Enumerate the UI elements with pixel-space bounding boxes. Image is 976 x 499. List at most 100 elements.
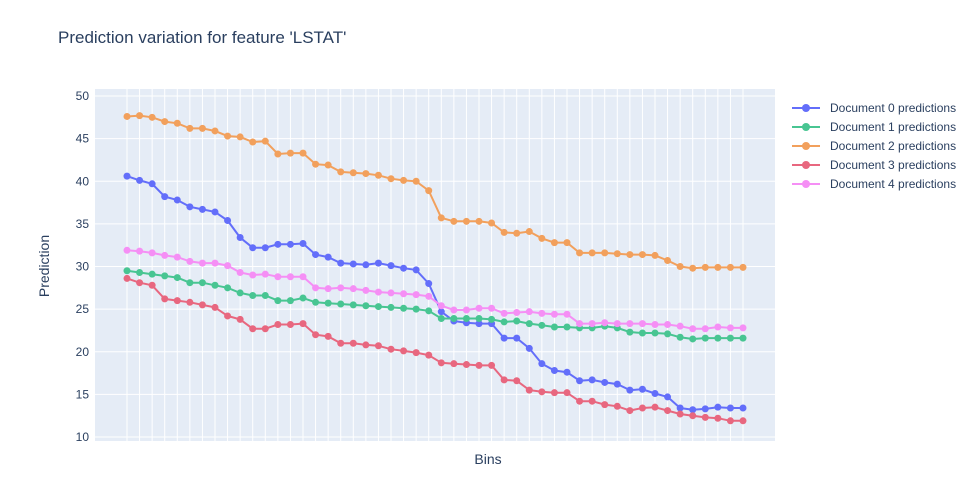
data-point-3 bbox=[261, 325, 269, 333]
data-point-0 bbox=[689, 406, 697, 414]
data-point-4 bbox=[601, 319, 609, 327]
data-point-1 bbox=[462, 315, 470, 323]
data-point-2 bbox=[299, 149, 307, 157]
legend-swatch bbox=[790, 122, 822, 132]
data-point-3 bbox=[601, 401, 609, 409]
data-point-4 bbox=[299, 273, 307, 281]
data-point-4 bbox=[249, 271, 257, 279]
data-point-4 bbox=[324, 285, 332, 293]
data-point-0 bbox=[475, 320, 483, 328]
data-point-1 bbox=[638, 329, 646, 337]
data-point-4 bbox=[362, 286, 370, 294]
data-point-1 bbox=[488, 315, 496, 323]
data-point-2 bbox=[412, 177, 420, 185]
data-point-0 bbox=[563, 368, 571, 376]
legend-item[interactable]: Document 2 predictions bbox=[790, 136, 956, 155]
y-tick-label: 35 bbox=[76, 217, 90, 231]
data-point-4 bbox=[186, 257, 194, 265]
legend-item[interactable]: Document 3 predictions bbox=[790, 155, 956, 174]
data-point-4 bbox=[613, 320, 621, 328]
data-point-1 bbox=[437, 315, 445, 323]
data-point-4 bbox=[425, 292, 433, 300]
data-point-4 bbox=[475, 304, 483, 312]
data-point-3 bbox=[198, 301, 206, 309]
data-point-2 bbox=[488, 219, 496, 227]
data-point-1 bbox=[563, 323, 571, 331]
data-point-0 bbox=[412, 266, 420, 274]
data-point-4 bbox=[437, 302, 445, 310]
data-point-2 bbox=[362, 170, 370, 178]
data-point-4 bbox=[224, 262, 232, 270]
data-point-2 bbox=[714, 263, 722, 271]
data-point-4 bbox=[676, 322, 684, 330]
data-point-2 bbox=[161, 118, 169, 126]
legend-item[interactable]: Document 4 predictions bbox=[790, 174, 956, 193]
data-point-4 bbox=[148, 249, 156, 257]
data-point-1 bbox=[450, 315, 458, 323]
data-point-0 bbox=[211, 208, 219, 216]
data-point-3 bbox=[613, 402, 621, 410]
data-point-1 bbox=[513, 317, 521, 325]
y-tick-label: 10 bbox=[76, 430, 90, 444]
data-point-4 bbox=[161, 251, 169, 259]
y-tick-label: 45 bbox=[76, 132, 90, 146]
data-point-4 bbox=[198, 259, 206, 267]
data-point-2 bbox=[286, 149, 294, 157]
legend-marker bbox=[802, 122, 810, 131]
data-point-2 bbox=[249, 138, 257, 146]
data-point-0 bbox=[538, 360, 546, 368]
data-point-2 bbox=[563, 239, 571, 247]
data-point-4 bbox=[726, 324, 734, 332]
data-point-0 bbox=[186, 203, 194, 211]
data-point-0 bbox=[349, 260, 357, 268]
data-point-1 bbox=[349, 301, 357, 309]
legend-marker bbox=[802, 103, 810, 112]
data-point-2 bbox=[726, 263, 734, 271]
data-point-0 bbox=[236, 234, 244, 242]
data-point-3 bbox=[161, 295, 169, 303]
data-point-1 bbox=[475, 315, 483, 323]
data-point-3 bbox=[739, 417, 747, 425]
data-point-1 bbox=[500, 318, 508, 326]
data-point-4 bbox=[337, 284, 345, 292]
data-point-2 bbox=[324, 161, 332, 169]
data-point-0 bbox=[362, 261, 370, 269]
data-point-0 bbox=[249, 244, 257, 252]
data-point-3 bbox=[299, 320, 307, 328]
data-point-1 bbox=[198, 279, 206, 287]
data-point-4 bbox=[400, 290, 408, 298]
legend-swatch bbox=[790, 141, 822, 151]
data-point-4 bbox=[387, 289, 395, 297]
data-point-1 bbox=[701, 334, 709, 342]
data-point-2 bbox=[224, 132, 232, 140]
data-point-1 bbox=[739, 334, 747, 342]
y-tick-label: 40 bbox=[76, 174, 90, 188]
legend-label: Document 1 predictions bbox=[830, 119, 957, 134]
data-point-1 bbox=[689, 335, 697, 343]
data-point-4 bbox=[638, 320, 646, 328]
data-point-2 bbox=[676, 263, 684, 270]
x-axis-title: Bins bbox=[474, 451, 502, 467]
y-tick-label: 25 bbox=[76, 302, 90, 316]
y-tick-label: 20 bbox=[76, 345, 90, 359]
data-point-2 bbox=[613, 250, 621, 258]
data-point-1 bbox=[387, 303, 395, 311]
data-point-3 bbox=[374, 342, 382, 350]
data-point-0 bbox=[161, 193, 169, 201]
data-point-3 bbox=[249, 325, 257, 333]
data-point-0 bbox=[601, 378, 609, 386]
data-point-1 bbox=[324, 299, 332, 307]
data-point-3 bbox=[488, 361, 496, 369]
data-point-3 bbox=[400, 347, 408, 355]
legend: Document 0 predictions Document 1 predict… bbox=[790, 98, 956, 193]
legend-item[interactable]: Document 0 predictions bbox=[790, 98, 956, 117]
data-point-0 bbox=[525, 344, 533, 352]
legend-item[interactable]: Document 1 predictions bbox=[790, 117, 956, 136]
data-point-0 bbox=[425, 280, 433, 288]
data-point-0 bbox=[173, 196, 181, 204]
data-point-2 bbox=[437, 214, 445, 222]
data-point-0 bbox=[701, 405, 709, 413]
data-point-0 bbox=[286, 240, 294, 248]
data-point-1 bbox=[261, 291, 269, 299]
data-point-4 bbox=[412, 291, 420, 299]
